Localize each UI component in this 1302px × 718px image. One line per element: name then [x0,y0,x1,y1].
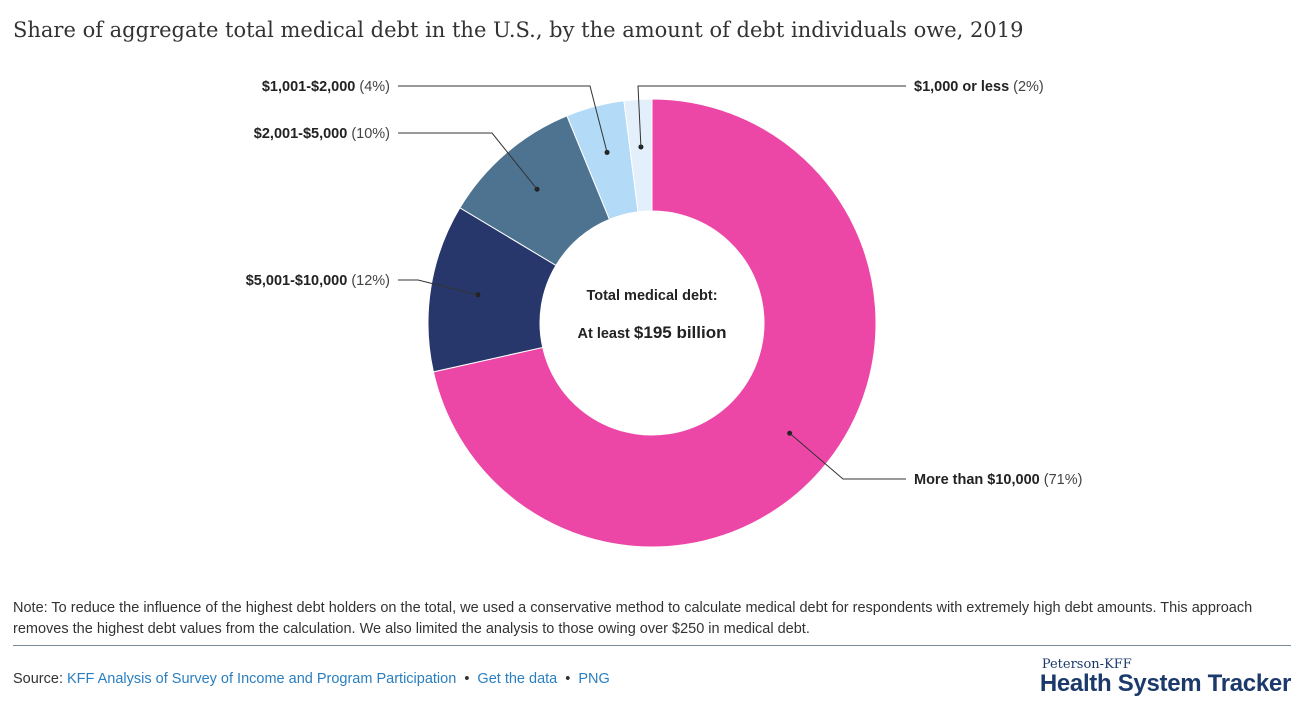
source-link-sipp[interactable]: KFF Analysis of Survey of Income and Pro… [67,671,457,687]
slice-label-1-000-or-less: $1,000 or less (2%) [914,79,1044,95]
chart-note: Note: To reduce the influence of the hig… [13,600,1253,637]
slice-label-pct: (2%) [1013,79,1044,95]
get-data-link[interactable]: Get the data [477,671,558,687]
logo-small-text: Peterson-KFF [1041,657,1132,672]
center-total: At least $195 billion [577,323,726,342]
leader-line-1-000-or-less [637,85,906,147]
slice-label-pct: (71%) [1044,472,1083,488]
slice-label-name: $1,000 or less [914,79,1009,95]
slice-label-pct: (10%) [351,126,390,142]
divider [13,645,1291,646]
peterson-kff-logo[interactable]: Peterson-KFF Health System Tracker [1040,657,1291,698]
slice-label-name: $2,001-$5,000 [254,126,348,142]
logo-big-text: Health System Tracker [1039,670,1291,697]
slice-label-name: More than $10,000 [914,472,1040,488]
source-label: Source: [13,671,63,687]
png-link[interactable]: PNG [578,671,610,687]
slice-label-name: $1,001-$2,000 [262,79,356,95]
separator-dot: • [464,671,470,687]
center-total-prefix: At least [577,326,633,342]
donut-chart: More than $10,000 (71%) $5,001-$10,000 (12%… [246,79,1082,548]
slice-1-000-or-less[interactable] [623,98,653,213]
slice-label-pct: (12%) [351,273,390,289]
slice-label-5-001-10-000: $5,001-$10,000 (12%) [246,273,390,289]
source-line: Source: KFF Analysis of Survey of Income… [13,671,610,687]
leader-line-more-than-10-000 [789,432,906,480]
slice-label-1-001-2-000: $1,001-$2,000 (4%) [262,79,390,95]
leader-line-1-001-2-000 [398,85,608,153]
leader-line-2-001-5-000 [398,132,538,190]
slice-label-name: $5,001-$10,000 [246,273,348,289]
slice-label-more-than-10-000: More than $10,000 (71%) [914,472,1082,488]
center-total-value: $195 billion [634,323,727,342]
slice-label-pct: (4%) [359,79,390,95]
separator-dot: • [565,671,571,687]
leader-line-5-001-10-000 [398,279,478,296]
center-label: Total medical debt: [586,288,717,304]
slice-more-than-10-000[interactable] [432,98,877,548]
slice-label-2-001-5-000: $2,001-$5,000 (10%) [254,126,390,142]
chart-title: Share of aggregate total medical debt in… [13,18,1024,42]
